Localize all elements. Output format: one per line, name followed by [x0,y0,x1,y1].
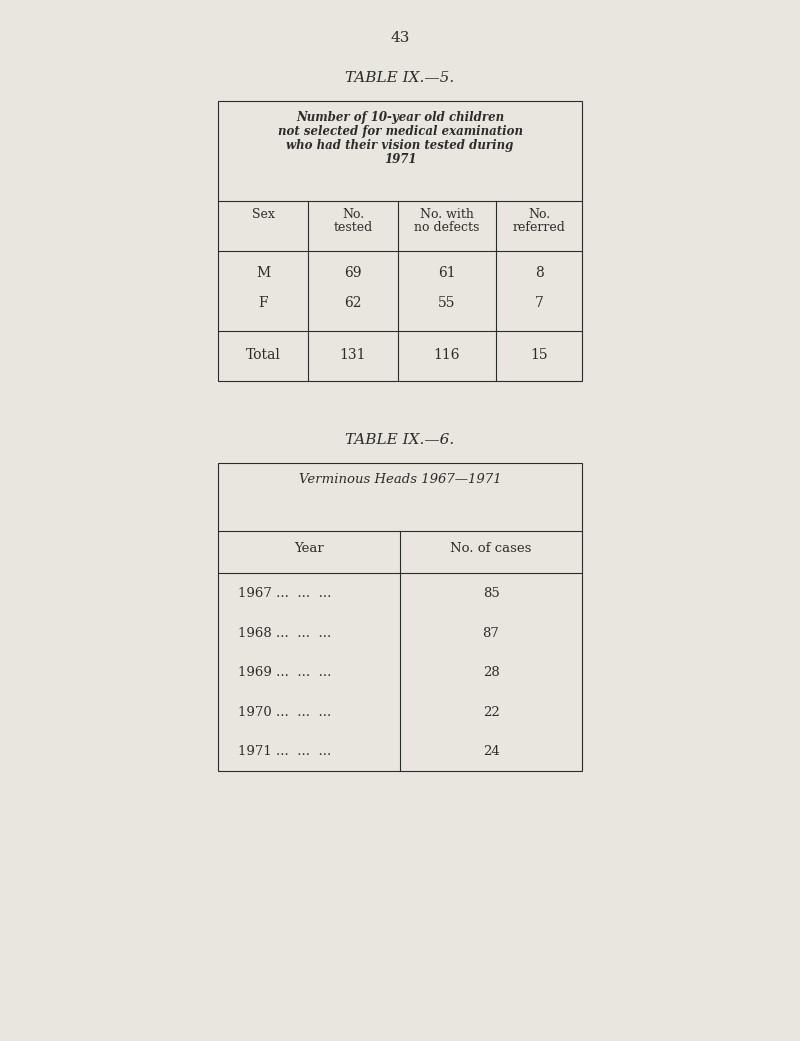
Text: Year: Year [294,542,324,556]
Text: 1971: 1971 [384,153,416,166]
Text: 43: 43 [390,31,410,45]
Text: 131: 131 [340,348,366,362]
Text: Verminous Heads 1967—1971: Verminous Heads 1967—1971 [298,473,502,486]
Bar [218,101,582,381]
Text: Total: Total [246,348,281,362]
Text: No. with: No. with [420,208,474,221]
Text: 1967 ...  ...  ...: 1967 ... ... ... [238,587,331,600]
Text: F: F [258,296,268,310]
Text: tested: tested [334,221,373,234]
Text: Sex: Sex [251,208,274,221]
Text: 24: 24 [482,745,499,759]
Text: 1971 ...  ...  ...: 1971 ... ... ... [238,745,331,759]
Text: 61: 61 [438,266,456,280]
Text: Number of 10-year old children: Number of 10-year old children [296,111,504,124]
Text: who had their vision tested during: who had their vision tested during [286,139,514,152]
Text: 1968 ...  ...  ...: 1968 ... ... ... [238,627,331,639]
Text: 62: 62 [344,296,362,310]
Text: TABLE IX.—6.: TABLE IX.—6. [346,433,454,447]
Text: No.: No. [342,208,364,221]
Text: 28: 28 [482,666,499,680]
Text: 1969 ...  ...  ...: 1969 ... ... ... [238,666,331,680]
Text: referred: referred [513,221,566,234]
Text: no defects: no defects [414,221,480,234]
Bar [218,463,582,771]
Text: 7: 7 [534,296,543,310]
Text: 116: 116 [434,348,460,362]
Text: 22: 22 [482,706,499,719]
Text: TABLE IX.—5.: TABLE IX.—5. [346,71,454,85]
Text: not selected for medical examination: not selected for medical examination [278,125,522,138]
Text: 55: 55 [438,296,456,310]
Text: 15: 15 [530,348,548,362]
Text: No. of cases: No. of cases [450,542,532,556]
Text: 1970 ...  ...  ...: 1970 ... ... ... [238,706,331,719]
Text: 87: 87 [482,627,499,639]
Text: No.: No. [528,208,550,221]
Text: M: M [256,266,270,280]
Text: 8: 8 [534,266,543,280]
Text: 69: 69 [344,266,362,280]
Text: 85: 85 [482,587,499,600]
